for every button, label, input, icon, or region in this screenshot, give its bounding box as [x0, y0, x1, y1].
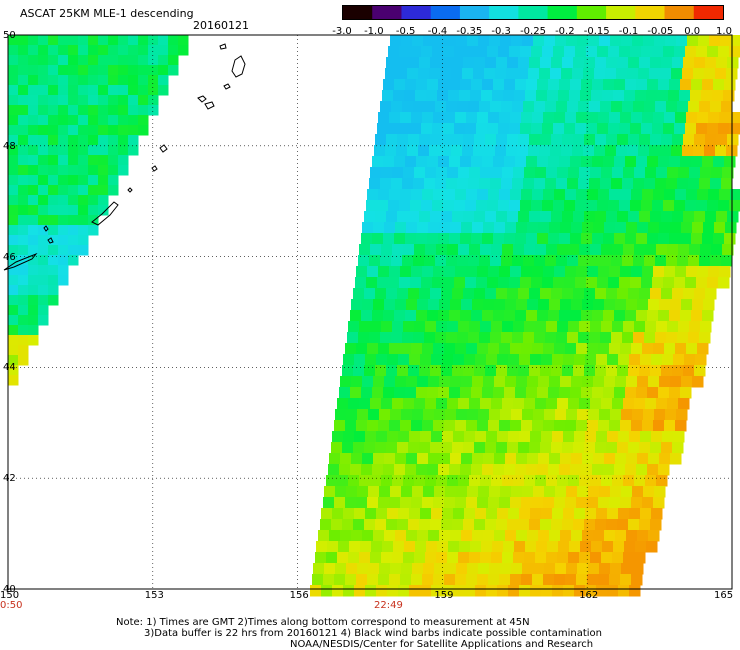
longitude-tick-label: 165: [714, 590, 734, 601]
coastline: [3, 43, 246, 271]
note-line-3: NOAA/NESDIS/Center for Satellite Applica…: [290, 639, 594, 650]
longitude-tick-label: 150: [0, 590, 20, 601]
longitude-tick-label: 159: [434, 590, 454, 601]
colorbar-label: -0.05: [647, 26, 674, 37]
map-date: 20160121: [193, 19, 249, 32]
colorbar-label: -0.4: [427, 26, 448, 37]
colorbar-label: 0.0: [684, 26, 701, 37]
latitude-tick-label: 42: [3, 473, 16, 485]
colorbar-swatch: [576, 6, 607, 19]
colorbar: [342, 5, 724, 20]
colorbar-swatch: [693, 6, 723, 19]
longitude-tick-label: 156: [289, 590, 309, 601]
colorbar-swatch: [547, 6, 578, 19]
right-swath-data: [310, 35, 740, 597]
colorbar-label: -0.15: [583, 26, 610, 37]
colorbar-swatch: [401, 6, 432, 19]
colorbar-swatch: [518, 6, 549, 19]
latitude-tick-label: 46: [3, 251, 16, 263]
colorbar-swatch: [430, 6, 461, 19]
colorbar-swatch: [459, 6, 490, 19]
latitude-tick-label: 44: [3, 362, 16, 374]
map-frame: [7, 34, 733, 590]
left-swath-data: [8, 35, 189, 386]
colorbar-label: -0.1: [618, 26, 639, 37]
longitude-tick-label: 162: [579, 590, 599, 601]
longitude-tick-label: 153: [144, 590, 164, 601]
colorbar-label: -0.2: [555, 26, 575, 37]
latitude-tick-label: 40: [3, 584, 16, 595]
colorbar-label: 1.0: [716, 26, 732, 37]
colorbar-swatch: [635, 6, 666, 19]
pass-time-right: 22:49: [374, 600, 403, 611]
pass-time-left: 0:50: [0, 600, 23, 611]
colorbar-swatch: [489, 6, 519, 19]
colorbar-swatch: [372, 6, 402, 19]
colorbar-label: -0.3: [491, 26, 511, 37]
map-title: ASCAT 25KM MLE-1 descending: [20, 7, 194, 20]
colorbar-label: -1.0: [364, 26, 384, 37]
colorbar-swatch: [343, 6, 373, 19]
colorbar-label: -0.35: [456, 26, 483, 37]
latitude-tick-label: 50: [3, 30, 16, 41]
note-line-1: Note: 1) Times are GMT 2)Times along bot…: [116, 617, 530, 628]
colorbar-label: -3.0: [332, 26, 352, 37]
colorbar-label: -0.5: [395, 26, 416, 37]
latitude-tick-label: 48: [3, 140, 16, 152]
note-line-2: 3)Data buffer is 22 hrs from 20160121 4)…: [144, 628, 602, 639]
colorbar-label: -0.25: [520, 26, 546, 37]
colorbar-swatch: [664, 6, 695, 19]
colorbar-swatch: [606, 6, 636, 19]
